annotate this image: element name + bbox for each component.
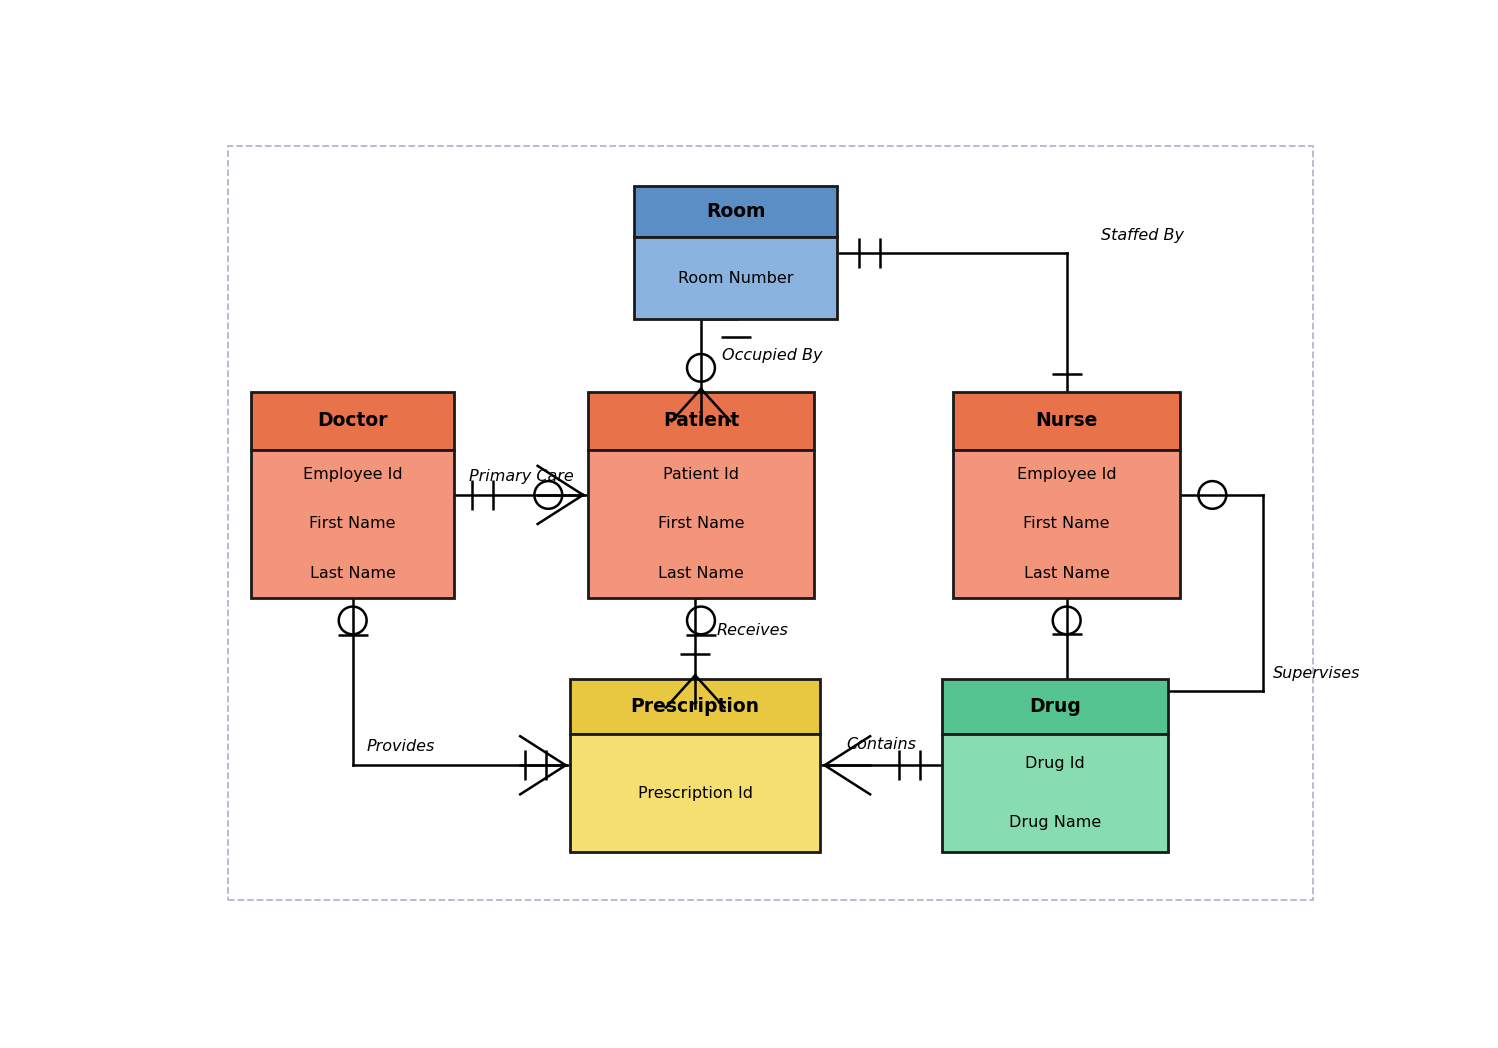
Text: Patient Id: Patient Id	[664, 466, 739, 482]
Bar	[587, 392, 815, 450]
Bar	[252, 450, 454, 597]
Bar	[954, 392, 1180, 450]
Bar	[942, 734, 1168, 852]
Bar	[571, 678, 819, 734]
Text: Staffed By: Staffed By	[1101, 228, 1185, 243]
Text: Last Name: Last Name	[658, 566, 745, 581]
Text: First Name: First Name	[658, 517, 745, 531]
Text: Provides: Provides	[367, 739, 434, 754]
Text: Occupied By: Occupied By	[722, 348, 822, 364]
Text: Last Name: Last Name	[310, 566, 395, 581]
Text: Primary Care: Primary Care	[469, 468, 574, 483]
Text: Last Name: Last Name	[1023, 566, 1110, 581]
Bar	[571, 734, 819, 852]
Text: Drug: Drug	[1029, 697, 1082, 716]
Bar	[954, 450, 1180, 597]
Text: Prescription Id: Prescription Id	[638, 786, 752, 801]
Text: Drug Name: Drug Name	[1010, 815, 1101, 830]
Bar	[634, 187, 837, 237]
Text: Employee Id: Employee Id	[1017, 466, 1116, 482]
Text: Nurse: Nurse	[1035, 412, 1098, 431]
Bar	[587, 450, 815, 597]
Text: First Name: First Name	[310, 517, 395, 531]
Text: Supervises: Supervises	[1273, 665, 1360, 681]
Text: Patient: Patient	[662, 412, 739, 431]
Text: Prescription: Prescription	[631, 697, 759, 716]
Bar	[942, 678, 1168, 734]
Text: Receives: Receives	[716, 623, 788, 637]
Text: Room Number: Room Number	[679, 270, 794, 286]
Text: First Name: First Name	[1023, 517, 1110, 531]
Text: Room: Room	[706, 202, 765, 221]
Text: Drug Id: Drug Id	[1025, 756, 1085, 771]
Text: Contains: Contains	[846, 738, 915, 752]
Bar	[634, 237, 837, 320]
Bar	[252, 392, 454, 450]
Text: Employee Id: Employee Id	[303, 466, 403, 482]
Text: Doctor: Doctor	[318, 412, 388, 431]
